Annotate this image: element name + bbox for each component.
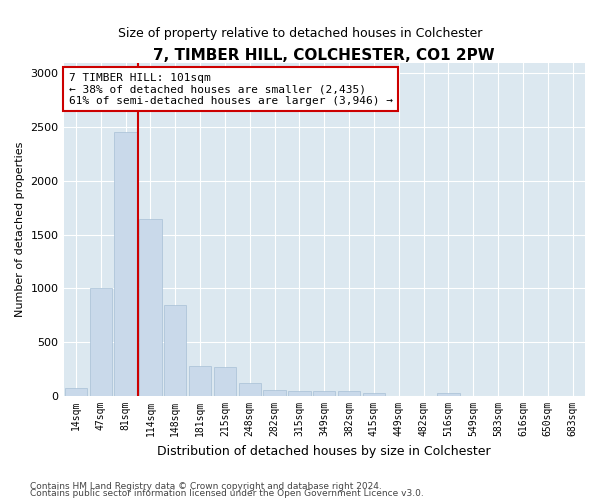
- Bar: [115, 132, 137, 396]
- Title: 7, TIMBER HILL, COLCHESTER, CO1 2PW: 7, TIMBER HILL, COLCHESTER, CO1 2PW: [154, 48, 495, 62]
- Bar: [164, 304, 187, 396]
- Bar: [65, 388, 87, 396]
- Bar: [189, 366, 211, 396]
- Y-axis label: Number of detached properties: Number of detached properties: [15, 142, 25, 317]
- Bar: [263, 390, 286, 396]
- Text: 7 TIMBER HILL: 101sqm
← 38% of detached houses are smaller (2,435)
61% of semi-d: 7 TIMBER HILL: 101sqm ← 38% of detached …: [69, 72, 393, 106]
- Text: Contains public sector information licensed under the Open Government Licence v3: Contains public sector information licen…: [30, 490, 424, 498]
- X-axis label: Distribution of detached houses by size in Colchester: Distribution of detached houses by size …: [157, 444, 491, 458]
- Bar: [363, 393, 385, 396]
- Text: Contains HM Land Registry data © Crown copyright and database right 2024.: Contains HM Land Registry data © Crown c…: [30, 482, 382, 491]
- Bar: [288, 390, 311, 396]
- Bar: [437, 393, 460, 396]
- Bar: [89, 288, 112, 396]
- Bar: [338, 390, 360, 396]
- Text: Size of property relative to detached houses in Colchester: Size of property relative to detached ho…: [118, 28, 482, 40]
- Bar: [239, 383, 261, 396]
- Bar: [214, 367, 236, 396]
- Bar: [313, 390, 335, 396]
- Bar: [139, 218, 161, 396]
